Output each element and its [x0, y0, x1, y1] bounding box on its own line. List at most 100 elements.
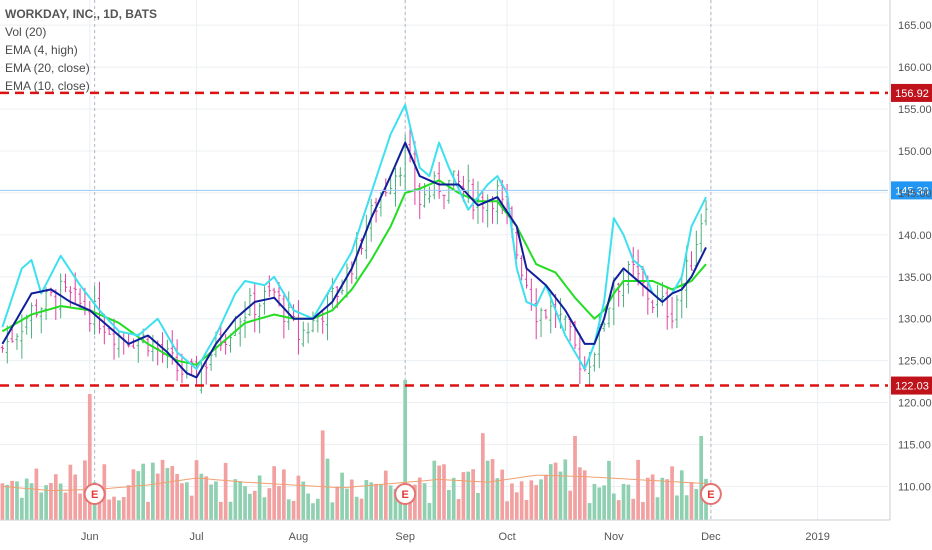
- time-tick-label: Oct: [499, 531, 516, 543]
- volume-bar: [248, 493, 252, 520]
- volume-bar: [291, 500, 296, 520]
- volume-bar: [616, 500, 621, 520]
- volume-bar: [223, 462, 228, 520]
- volume-bar: [689, 482, 694, 520]
- candle: [694, 230, 698, 268]
- price-tick-label: 140.00: [898, 230, 932, 242]
- legend-vol[interactable]: Vol (20): [5, 25, 47, 39]
- candle: [68, 285, 72, 307]
- ema-high4-line: [1, 103, 707, 370]
- volume-bar: [607, 460, 611, 520]
- candle: [621, 270, 626, 308]
- volume-bar: [238, 481, 243, 520]
- volume-bar: [398, 502, 403, 520]
- volume-bar: [267, 488, 272, 520]
- candle: [190, 358, 194, 375]
- candle: [224, 334, 228, 355]
- time-tick-label: Sep: [395, 531, 415, 543]
- candle: [631, 247, 635, 278]
- volume-bar: [602, 485, 606, 520]
- volume-bar: [194, 460, 199, 520]
- volume-bar: [117, 500, 121, 520]
- earnings-marker-label: E: [91, 489, 98, 501]
- price-tick-label: 115.00: [898, 440, 931, 452]
- candle: [689, 251, 694, 271]
- volume-bar: [621, 483, 626, 520]
- volume-bar: [233, 479, 238, 520]
- candle: [209, 351, 213, 371]
- legend-ema-close10[interactable]: EMA (10, close): [5, 79, 90, 93]
- volume-ma: [2, 474, 707, 492]
- earnings-marker-label: E: [402, 489, 409, 501]
- volume-bar: [63, 492, 68, 520]
- volume-bar: [461, 472, 466, 520]
- volume-bar: [510, 483, 514, 520]
- legend-ema-close20[interactable]: EMA (20, close): [5, 61, 90, 75]
- volume-bar: [24, 478, 29, 520]
- volume-bar: [558, 471, 563, 520]
- volume-bar: [631, 498, 636, 520]
- candle: [15, 333, 19, 350]
- volume-bar: [151, 462, 155, 520]
- volume-bar: [121, 497, 126, 520]
- volume-bar: [466, 471, 471, 520]
- candle: [432, 171, 436, 200]
- candle: [612, 276, 616, 326]
- price-tick-label: 110.00: [898, 481, 931, 493]
- candle: [97, 281, 102, 334]
- candle: [29, 302, 34, 339]
- volume-bar: [306, 493, 310, 520]
- candle: [10, 326, 14, 343]
- volume-bar: [330, 502, 335, 520]
- candle: [520, 255, 524, 281]
- volume-bar: [10, 480, 14, 520]
- volume-bar: [204, 476, 209, 520]
- ema-close10-line: [1, 141, 707, 379]
- level-label: 156.92: [895, 88, 929, 100]
- volume-bar: [286, 499, 291, 520]
- price-tick-label: 145.00: [898, 188, 932, 200]
- volume-bar: [374, 483, 378, 520]
- volume-bar: [315, 498, 320, 520]
- volume-bar: [112, 496, 116, 520]
- volume-bar: [694, 488, 699, 520]
- volume-bars: [0, 380, 708, 520]
- volume-bar: [184, 482, 189, 520]
- legend-ema-high4[interactable]: EMA (4, high): [5, 43, 78, 57]
- volume-bar: [553, 462, 558, 520]
- volume-bar: [514, 492, 519, 520]
- volume-bar: [480, 433, 485, 520]
- volume-bar: [354, 496, 359, 520]
- candle: [243, 301, 247, 339]
- candle: [170, 330, 174, 365]
- candle: [665, 287, 669, 330]
- price-axis: 165.00 160.00 155.00 150.00 145.00 140.00 135.…: [889, 0, 932, 520]
- current-price-label: 145.30: [895, 185, 929, 197]
- candle: [563, 315, 567, 331]
- volume-bar: [5, 484, 10, 520]
- volume-bar: [573, 436, 577, 520]
- candle: [539, 307, 543, 338]
- candle: [311, 311, 315, 333]
- volume-bar: [301, 481, 306, 520]
- candle: [185, 362, 189, 379]
- volume-bar: [505, 501, 509, 520]
- candle: [529, 278, 533, 311]
- volume-bar: [73, 474, 78, 520]
- candle: [427, 186, 432, 204]
- volume-bar: [476, 492, 480, 520]
- candle: [636, 249, 640, 286]
- price-tick-label: 120.00: [898, 398, 932, 410]
- volume-bar: [655, 497, 660, 520]
- volume-bar: [485, 460, 490, 520]
- volume-bar: [199, 473, 204, 520]
- volume-bar: [107, 499, 112, 520]
- symbol-title[interactable]: WORKDAY, INC., 1D, BATS: [5, 7, 158, 21]
- candle: [267, 275, 271, 297]
- candle: [607, 307, 611, 328]
- volume-bar: [131, 469, 136, 520]
- volume-bar: [471, 469, 475, 520]
- candle: [398, 167, 402, 187]
- price-tick-label: 160.00: [898, 62, 932, 74]
